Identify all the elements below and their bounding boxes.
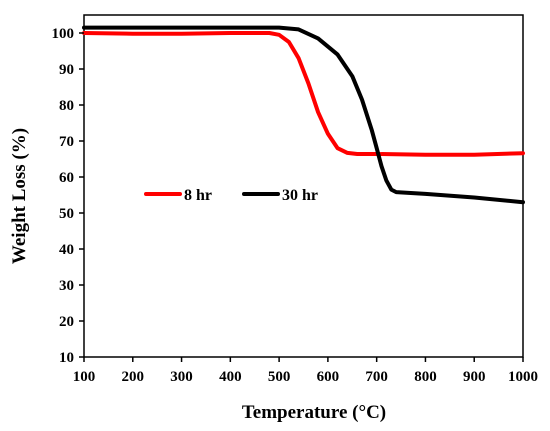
y-tick-label: 20 bbox=[59, 314, 74, 330]
x-tick-label: 400 bbox=[219, 369, 242, 385]
x-tick-label: 900 bbox=[463, 369, 486, 385]
y-tick-label: 100 bbox=[52, 26, 75, 42]
x-tick-label: 100 bbox=[73, 369, 96, 385]
x-tick-label: 300 bbox=[170, 369, 193, 385]
x-tick-label: 800 bbox=[414, 369, 437, 385]
y-tick-label: 90 bbox=[59, 62, 74, 78]
y-tick-label: 80 bbox=[59, 98, 74, 114]
legend-label-2: 30 hr bbox=[282, 187, 318, 204]
y-tick-label: 50 bbox=[59, 206, 74, 222]
x-tick-label: 500 bbox=[268, 369, 291, 385]
y-tick-label: 70 bbox=[59, 134, 74, 150]
y-tick-label: 30 bbox=[59, 278, 74, 294]
y-tick-label: 40 bbox=[59, 242, 74, 258]
y-tick-label: 60 bbox=[59, 170, 74, 186]
y-axis-label: Weight Loss (%) bbox=[9, 128, 30, 264]
plot-frame bbox=[83, 14, 524, 358]
x-axis-label: Temperature (°C) bbox=[242, 402, 386, 423]
x-tick-label: 600 bbox=[317, 369, 340, 385]
y-tick-label: 10 bbox=[59, 350, 74, 366]
x-tick-label: 200 bbox=[122, 369, 145, 385]
series-line-2 bbox=[82, 25, 525, 205]
series-line-1 bbox=[82, 31, 525, 157]
x-tick-label: 700 bbox=[365, 369, 388, 385]
legend-label-1: 8 hr bbox=[184, 187, 212, 204]
series-group bbox=[82, 25, 525, 205]
x-tick-label: 1000 bbox=[508, 369, 538, 385]
plot-frame-group bbox=[83, 14, 524, 358]
ticks-group: 100 200 300 400 500 600 700 800 900 1000 10 20 30 40 5… bbox=[52, 26, 539, 385]
legend: 8 hr 30 hr bbox=[144, 187, 318, 204]
